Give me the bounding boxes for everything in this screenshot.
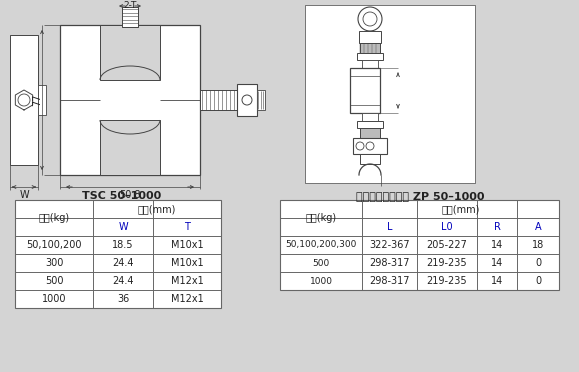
Text: M12x1: M12x1 <box>171 294 203 304</box>
Text: 尺寸(mm): 尺寸(mm) <box>138 204 176 214</box>
Text: 14: 14 <box>491 258 503 268</box>
Text: 219-235: 219-235 <box>427 276 467 286</box>
Text: 容量(kg): 容量(kg) <box>306 213 336 223</box>
Text: 77: 77 <box>32 94 42 106</box>
Text: W: W <box>118 222 128 232</box>
Text: 18: 18 <box>532 240 544 250</box>
Text: 50.8: 50.8 <box>119 190 141 200</box>
Text: R: R <box>493 222 500 232</box>
Text: T: T <box>184 222 190 232</box>
Bar <box>200 90 240 110</box>
Text: TSC 50–1000: TSC 50–1000 <box>82 191 162 201</box>
Text: 24.4: 24.4 <box>112 276 134 286</box>
Bar <box>10 35 38 165</box>
Bar <box>360 154 380 164</box>
Bar <box>360 43 380 53</box>
Bar <box>357 121 383 128</box>
Text: 2-T: 2-T <box>123 1 137 10</box>
Bar <box>257 90 265 110</box>
Text: 关节轴承式连接件 ZP 50–1000: 关节轴承式连接件 ZP 50–1000 <box>356 191 484 201</box>
Text: M10x1: M10x1 <box>171 240 203 250</box>
Text: L0: L0 <box>441 222 453 232</box>
Text: W: W <box>19 190 29 200</box>
Bar <box>100 25 160 80</box>
Bar <box>353 138 387 154</box>
Bar <box>60 25 200 175</box>
Bar <box>305 5 475 183</box>
Text: 36: 36 <box>117 294 129 304</box>
Text: 298-317: 298-317 <box>369 258 410 268</box>
Text: 205-227: 205-227 <box>427 240 467 250</box>
Bar <box>237 84 257 116</box>
Text: 219-235: 219-235 <box>427 258 467 268</box>
Text: 50,100,200: 50,100,200 <box>26 240 82 250</box>
Text: 14: 14 <box>491 276 503 286</box>
Text: 50,100,200,300: 50,100,200,300 <box>285 241 357 250</box>
Text: 500: 500 <box>313 259 329 267</box>
Text: 24.4: 24.4 <box>112 258 134 268</box>
Text: 322-367: 322-367 <box>369 240 410 250</box>
Text: 容量(kg): 容量(kg) <box>38 213 69 223</box>
Bar <box>122 7 138 27</box>
Bar <box>362 113 378 121</box>
Text: 300: 300 <box>45 258 63 268</box>
Bar <box>360 128 380 138</box>
Text: M10x1: M10x1 <box>171 258 203 268</box>
Text: A: A <box>534 222 541 232</box>
Bar <box>357 53 383 60</box>
Bar <box>15 200 221 308</box>
Text: 14: 14 <box>491 240 503 250</box>
Text: 尺寸(mm): 尺寸(mm) <box>441 204 479 214</box>
Bar <box>280 200 559 290</box>
Bar <box>359 31 381 43</box>
Text: M12x1: M12x1 <box>171 276 203 286</box>
Text: 298-317: 298-317 <box>369 276 410 286</box>
Text: 500: 500 <box>45 276 63 286</box>
Text: 18.5: 18.5 <box>112 240 134 250</box>
Text: 1000: 1000 <box>42 294 66 304</box>
Text: 1000: 1000 <box>310 276 332 285</box>
Text: L: L <box>387 222 392 232</box>
Text: 0: 0 <box>535 258 541 268</box>
Text: 0: 0 <box>535 276 541 286</box>
Bar <box>100 120 160 175</box>
Bar <box>38 85 46 115</box>
Bar <box>350 68 380 113</box>
Bar <box>362 60 378 68</box>
